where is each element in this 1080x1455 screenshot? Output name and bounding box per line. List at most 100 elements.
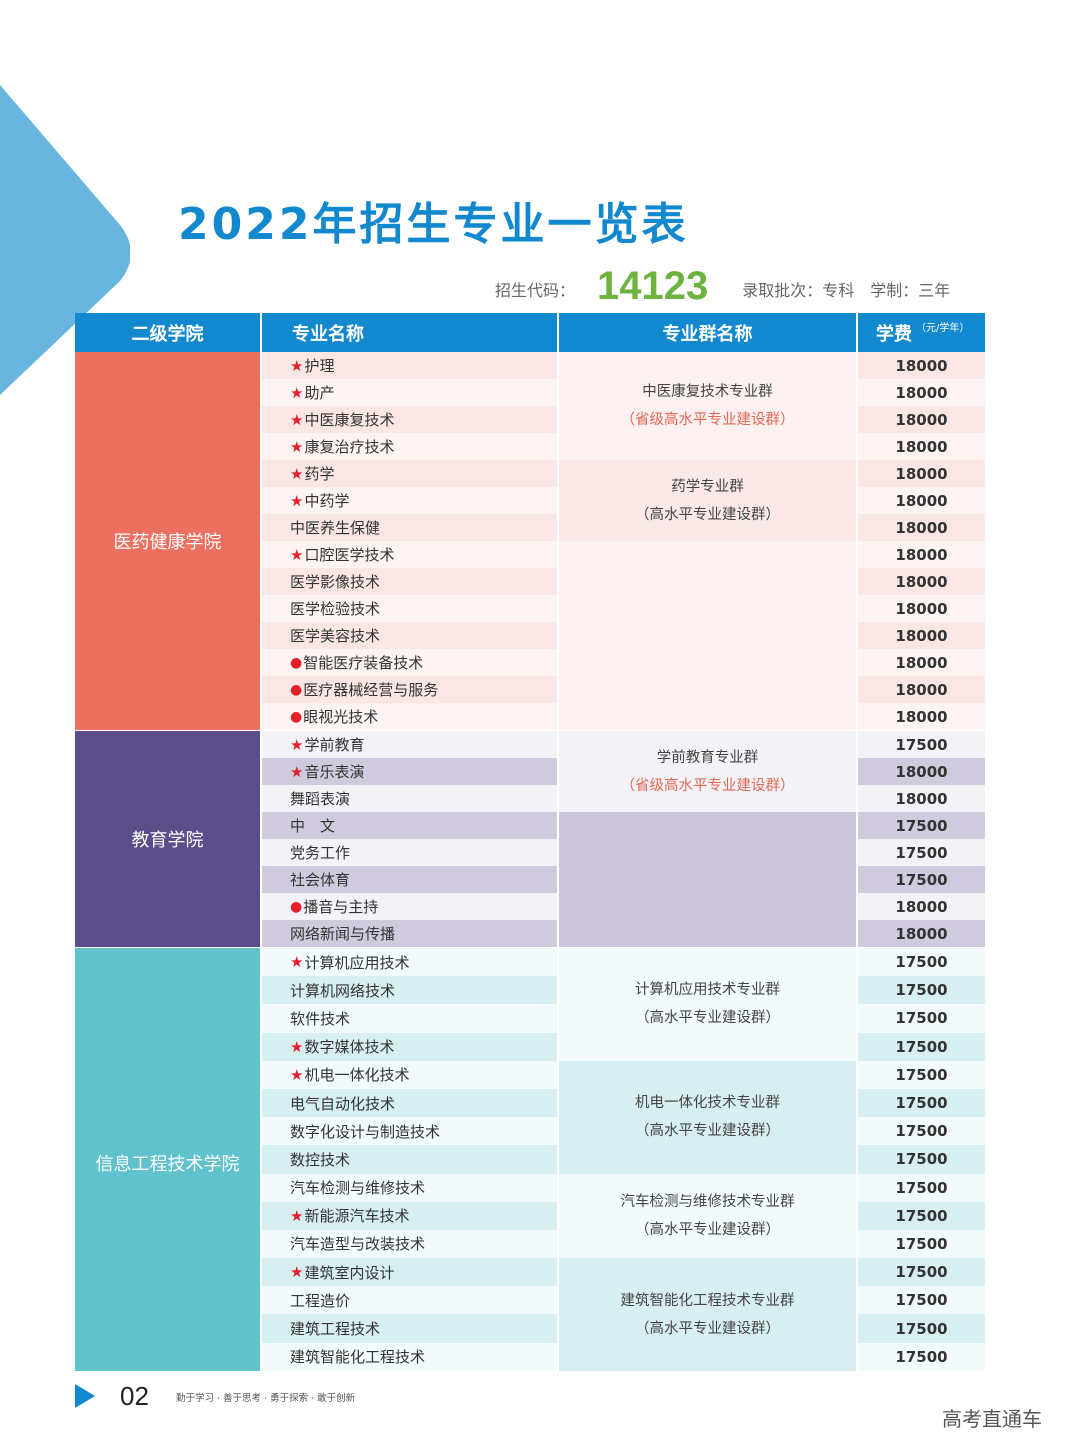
header-major: 专业名称 <box>262 313 557 352</box>
tuition-fee: 17500 <box>858 1173 985 1202</box>
table-row: 中 文 <box>262 812 557 839</box>
major-name: 党务工作 <box>290 844 351 862</box>
group-name: 汽车检测与维修技术专业群 <box>620 1193 795 1210</box>
major-group: 药学专业群 （高水平专业建设群） <box>559 460 856 541</box>
fee-column: 17500 18000 18000 17500 17500 17500 18000 18000 <box>858 731 985 947</box>
table-row: ★ 新能源汽车技术 <box>262 1201 557 1230</box>
star-icon: ★ <box>290 1263 304 1282</box>
header-college: 二级学院 <box>75 313 260 352</box>
star-icon: ★ <box>290 410 304 429</box>
major-name: 助产 <box>304 384 335 402</box>
header-fee-label: 学费 <box>876 323 912 345</box>
tuition-fee: 17500 <box>858 1004 985 1033</box>
star-icon: ★ <box>290 735 304 754</box>
major-name: 中医康复技术 <box>304 411 395 429</box>
table-row: 医学美容技术 <box>262 622 557 649</box>
table-row: 电气自动化技术 <box>262 1088 557 1118</box>
table-row: ● 眼视光技术 <box>262 703 557 730</box>
table-row: ★ 中药学 <box>262 487 557 514</box>
star-icon: ★ <box>290 762 304 781</box>
header-fee: 学费 （元/学年） <box>858 313 985 352</box>
group-name: 学前教育专业群 <box>656 749 759 766</box>
group-note: （省级高水平专业建设群） <box>620 777 795 794</box>
table-row: 舞蹈表演 <box>262 785 557 812</box>
major-name: 建筑室内设计 <box>304 1263 395 1282</box>
tuition-fee: 17500 <box>858 1088 985 1118</box>
group-name: 建筑智能化工程技术专业群 <box>620 1292 795 1309</box>
group-note: （高水平专业建设群） <box>635 1320 780 1337</box>
admission-info: 招生代码： 14123 录取批次：专科 学制：三年 <box>495 262 990 308</box>
group-name: 计算机应用技术专业群 <box>635 982 780 999</box>
table-row: 汽车检测与维修技术 <box>262 1173 557 1202</box>
table-row: ★ 助产 <box>262 379 557 406</box>
star-icon: ★ <box>290 953 304 972</box>
major-name: 播音与主持 <box>303 898 379 916</box>
tuition-fee: 18000 <box>858 676 985 703</box>
tuition-fee: 17500 <box>858 1342 985 1371</box>
study-duration: 学制：三年 <box>870 281 951 300</box>
major-name: 药学 <box>304 465 335 483</box>
admission-batch: 录取批次：专科 <box>742 281 855 300</box>
decorative-blue-shape <box>0 85 130 395</box>
table-body: 医药健康学院 ★ 护理 ★ 助产 ★ 中医康复技术 ★ 康复治疗技术 ★ 药学 ★ 中药学 中医养生保健 ★… <box>75 352 985 1371</box>
table-row: 建筑工程技术 <box>262 1314 557 1343</box>
group-column: 计算机应用技术专业群 （高水平专业建设群） 机电一体化技术专业群 （高水平专业建设群）… <box>559 948 856 1371</box>
major-name: 汽车造型与改装技术 <box>290 1235 426 1254</box>
table-row: ★ 护理 <box>262 352 557 379</box>
tuition-fee: 17500 <box>858 1117 985 1146</box>
major-name: 中 文 <box>290 817 336 835</box>
star-icon: ★ <box>290 356 304 375</box>
major-group: 建筑智能化工程技术专业群 （高水平专业建设群） <box>559 1258 856 1371</box>
tuition-fee: 17500 <box>858 1032 985 1061</box>
tuition-fee: 18000 <box>858 514 985 541</box>
table-row: ★ 计算机应用技术 <box>262 948 557 977</box>
tuition-fee: 18000 <box>858 758 985 785</box>
table-header: 二级学院 专业名称 专业群名称 学费 （元/学年） <box>75 313 985 352</box>
tuition-fee: 18000 <box>858 893 985 920</box>
major-group: 汽车检测与维修技术专业群 （高水平专业建设群） <box>559 1173 856 1259</box>
star-icon: ★ <box>290 437 304 456</box>
major-name: 软件技术 <box>290 1009 351 1028</box>
table-row: 计算机网络技术 <box>262 976 557 1005</box>
star-icon: ★ <box>290 1037 304 1056</box>
major-name: 中医养生保健 <box>290 519 381 537</box>
table-row: 医学检验技术 <box>262 595 557 622</box>
table-row: 工程造价 <box>262 1286 557 1315</box>
major-name: 计算机应用技术 <box>304 953 410 972</box>
table-row: 数字化设计与制造技术 <box>262 1117 557 1146</box>
major-name: 音乐表演 <box>304 763 365 781</box>
table-row: ● 医疗器械经营与服务 <box>262 676 557 703</box>
tuition-fee: 17500 <box>858 1286 985 1315</box>
group-name: 机电一体化技术专业群 <box>635 1095 780 1112</box>
major-group: 计算机应用技术专业群 （高水平专业建设群） <box>559 948 856 1061</box>
table-row: ● 播音与主持 <box>262 893 557 920</box>
table-row: ★ 建筑室内设计 <box>262 1258 557 1287</box>
star-icon: ★ <box>290 545 304 564</box>
tuition-fee: 18000 <box>858 649 985 676</box>
code-label: 招生代码： <box>495 281 576 300</box>
major-name: 医学影像技术 <box>290 573 381 591</box>
tuition-fee: 17500 <box>858 1201 985 1230</box>
tuition-fee: 18000 <box>858 568 985 595</box>
group-note: （高水平专业建设群） <box>635 1123 780 1140</box>
page-title: 2022年招生专业一览表 <box>178 199 689 250</box>
enrollment-code: 14123 <box>597 264 709 308</box>
slogan: 勤于学习 · 善于思考 · 勇于探索 · 敢于创新 <box>176 1393 356 1404</box>
major-group: 学前教育专业群 （省级高水平专业建设群） <box>559 731 856 812</box>
tuition-fee: 17500 <box>858 839 985 866</box>
group-note: （省级高水平专业建设群） <box>620 412 795 428</box>
table-row: ★ 机电一体化技术 <box>262 1060 557 1089</box>
group-column: 学前教育专业群 （省级高水平专业建设群） <box>559 731 856 947</box>
majors-table: 二级学院 专业名称 专业群名称 学费 （元/学年） 医药健康学院 ★ 护理 ★ 助产 ★ 中… <box>75 313 985 1371</box>
star-icon: ★ <box>290 1065 304 1084</box>
table-row: ★ 药学 <box>262 460 557 487</box>
fee-column: 18000 18000 18000 18000 18000 18000 18000 18000… <box>858 352 985 730</box>
major-name: 康复治疗技术 <box>304 438 395 456</box>
college-name: 医药健康学院 <box>75 352 260 730</box>
major-name: 学前教育 <box>304 736 365 754</box>
major-column: ★ 护理 ★ 助产 ★ 中医康复技术 ★ 康复治疗技术 ★ 药学 ★ 中药学 中医养生保健 ★ 口腔医学技术… <box>262 352 557 730</box>
red-dot-icon: ● <box>290 708 303 725</box>
tuition-fee: 18000 <box>858 487 985 514</box>
tuition-fee: 17500 <box>858 1145 985 1174</box>
major-group: 中医康复技术专业群 （省级高水平专业建设群） <box>559 352 856 460</box>
